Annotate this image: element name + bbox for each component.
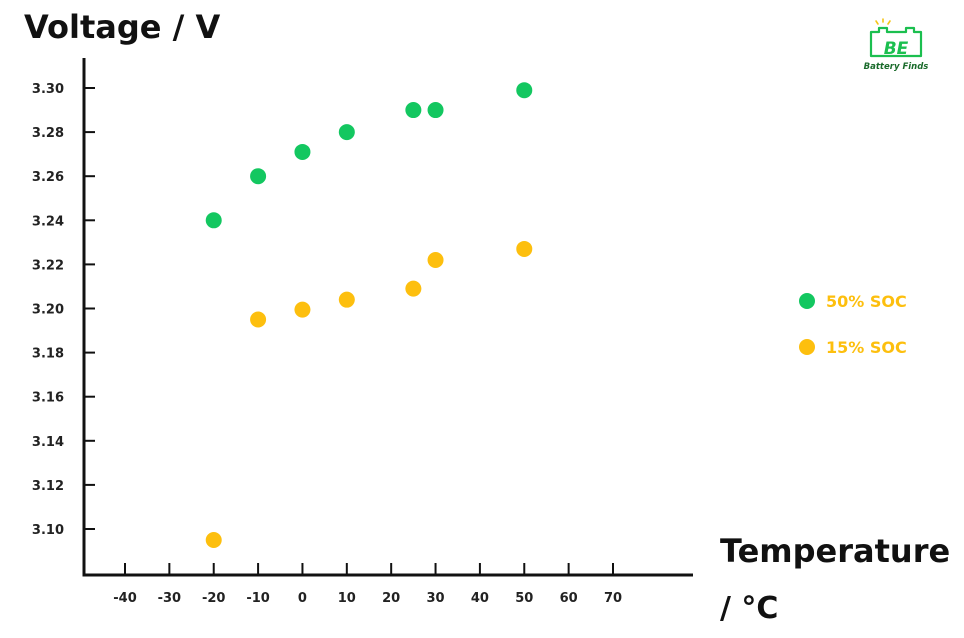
point-15-soc bbox=[516, 240, 533, 257]
sun-icon bbox=[875, 18, 891, 25]
y-tick-label: 3.28 bbox=[32, 126, 64, 141]
x-tick-label: 70 bbox=[604, 591, 622, 606]
y-tick-label: 3.12 bbox=[32, 479, 64, 494]
x-tick-label: 10 bbox=[338, 591, 356, 606]
y-tick-label: 3.26 bbox=[32, 170, 64, 185]
point-15-soc bbox=[427, 251, 444, 268]
x-tick-label: -10 bbox=[246, 591, 270, 606]
legend-item-50-soc: 50% SOC bbox=[799, 292, 907, 311]
point-50-soc bbox=[405, 102, 422, 119]
x-tick-label: 60 bbox=[560, 591, 578, 606]
y-tick-label: 3.14 bbox=[32, 435, 64, 450]
logo-wordmark: Battery Finds bbox=[864, 62, 929, 72]
logo-monogram: BE bbox=[884, 39, 909, 59]
y-tick-label: 3.16 bbox=[32, 391, 64, 406]
point-15-soc bbox=[338, 291, 355, 308]
point-15-soc bbox=[205, 532, 222, 549]
legend-item-15-soc: 15% SOC bbox=[799, 338, 907, 357]
legend-marker-15-soc bbox=[799, 339, 815, 355]
x-tick-label: -20 bbox=[202, 591, 226, 606]
point-50-soc bbox=[338, 124, 355, 141]
x-tick-label: -30 bbox=[158, 591, 182, 606]
point-50-soc bbox=[205, 212, 222, 229]
x-tick-label: -40 bbox=[113, 591, 137, 606]
y-tick-label: 3.18 bbox=[32, 347, 64, 362]
y-axis-ticks: 3.10 3.12 3.14 3.16 3.18 3.20 3.22 3.24 3.26 3.28… bbox=[32, 82, 95, 538]
point-50-soc bbox=[294, 143, 311, 160]
x-axis-unit: / °C bbox=[720, 591, 778, 626]
point-50-soc bbox=[250, 168, 267, 185]
battery-icon bbox=[869, 26, 923, 58]
x-axis-ticks: -40 -30 -20 -10 0 10 20 30 40 50 60 70 bbox=[113, 563, 622, 606]
y-tick-label: 3.24 bbox=[32, 214, 64, 229]
point-15-soc bbox=[250, 311, 267, 328]
point-50-soc bbox=[516, 82, 533, 99]
x-axis-title: Temperature bbox=[720, 532, 950, 570]
y-tick-label: 3.30 bbox=[32, 82, 64, 97]
x-tick-label: 40 bbox=[471, 591, 489, 606]
legend-label-50-soc: 50% SOC bbox=[826, 292, 907, 311]
y-axis-title: Voltage / V bbox=[24, 8, 220, 46]
data-points bbox=[205, 82, 533, 549]
x-tick-label: 30 bbox=[426, 591, 444, 606]
legend-marker-50-soc bbox=[799, 293, 815, 309]
y-tick-label: 3.10 bbox=[32, 523, 64, 538]
y-tick-label: 3.20 bbox=[32, 303, 64, 318]
x-tick-label: 20 bbox=[382, 591, 400, 606]
battery-finds-logo: BE Battery Finds bbox=[864, 18, 929, 72]
y-tick-label: 3.22 bbox=[32, 258, 64, 273]
x-tick-label: 0 bbox=[298, 591, 307, 606]
legend-label-15-soc: 15% SOC bbox=[826, 338, 907, 357]
legend: 50% SOC 15% SOC bbox=[799, 292, 907, 357]
point-50-soc bbox=[427, 102, 444, 119]
x-tick-label: 50 bbox=[515, 591, 533, 606]
point-15-soc bbox=[405, 280, 422, 297]
point-15-soc bbox=[294, 301, 311, 318]
